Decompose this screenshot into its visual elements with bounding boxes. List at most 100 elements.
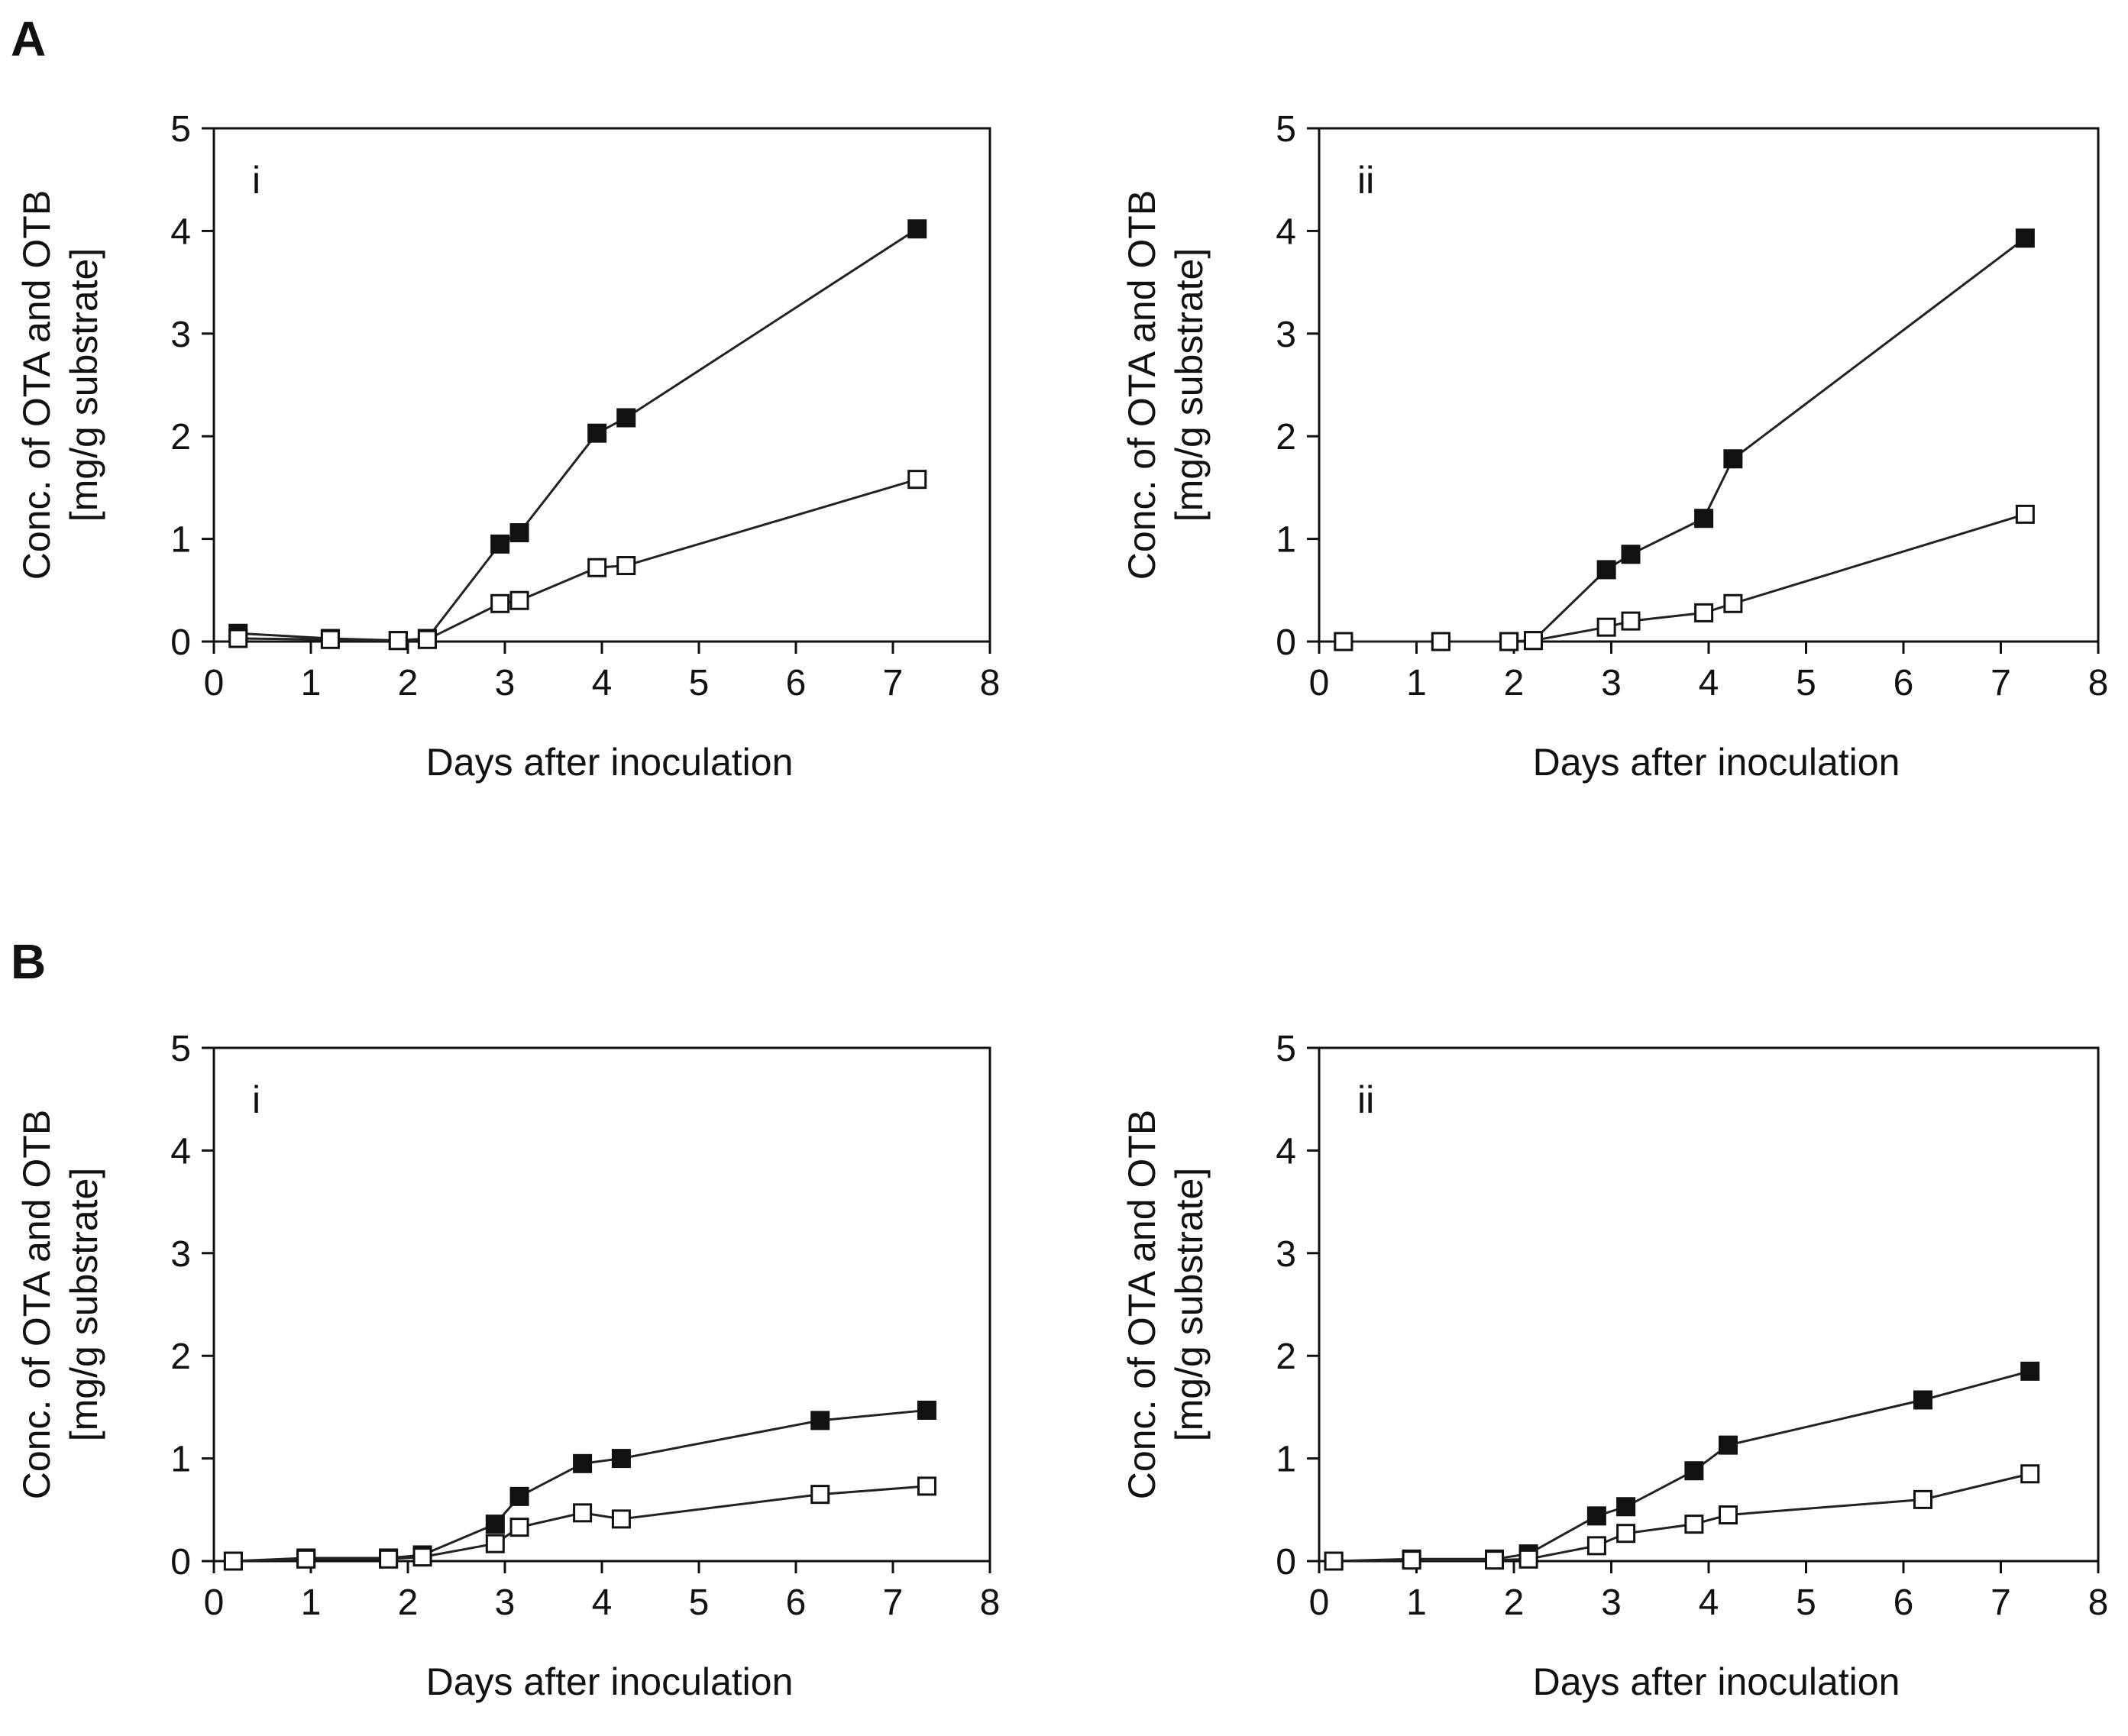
data-point-filled xyxy=(2020,1361,2040,1381)
data-point-open xyxy=(228,629,248,648)
data-point-open xyxy=(616,556,636,576)
data-point-open xyxy=(296,1549,316,1569)
subplot-tag: i xyxy=(252,159,260,202)
y-tick-label: 2 xyxy=(170,1337,191,1377)
data-point-open xyxy=(810,1485,830,1505)
x-tick-label: 2 xyxy=(398,663,419,703)
data-point-open xyxy=(611,1509,631,1529)
panel-label-a: A xyxy=(11,11,47,66)
y-tick-label: 3 xyxy=(170,1234,191,1275)
y-axis-title-line-1: Conc. of OTA and OTB xyxy=(15,190,58,580)
series-line-open xyxy=(233,1485,927,1563)
data-point-filled xyxy=(1616,1497,1636,1517)
data-point-filled xyxy=(490,534,510,554)
y-axis-title-line-2: [mg/g substrate] xyxy=(1168,248,1211,522)
data-point-filled xyxy=(1621,545,1641,564)
y-tick-label: 0 xyxy=(1276,1542,1296,1582)
x-tick-label: 1 xyxy=(1406,663,1427,703)
y-tick-label: 5 xyxy=(1276,109,1296,150)
x-axis-title: Days after inoculation xyxy=(1533,1660,1900,1703)
x-tick-label: 6 xyxy=(1894,1582,1914,1623)
chart-a-ii: 0 1 2 3 4 5 6 7 8 0 1 2 3 4 5 ii Days after inoculation C… xyxy=(1121,109,2108,784)
y-tick-label: 5 xyxy=(170,109,191,150)
y-tick-label: 5 xyxy=(1276,1029,1296,1069)
x-tick-label: 7 xyxy=(1991,1582,2011,1623)
data-point-filled xyxy=(907,219,927,239)
data-point-open xyxy=(1719,1505,1738,1525)
data-point-filled xyxy=(810,1411,830,1431)
x-tick-label: 4 xyxy=(1699,663,1719,703)
y-tick-label: 4 xyxy=(170,212,191,252)
x-tick-label: 3 xyxy=(1601,1582,1622,1623)
data-point-filled xyxy=(1596,560,1616,580)
x-tick-label: 7 xyxy=(883,1582,904,1623)
plot-frame xyxy=(212,1046,991,1563)
x-tick-label: 2 xyxy=(1504,1582,1525,1623)
chart-b-i: 0 1 2 3 4 5 6 7 8 0 1 2 3 4 5 i Days after inoculation Co… xyxy=(15,1029,1000,1703)
y-tick-label: 3 xyxy=(1276,1234,1296,1275)
x-axis-title: Days after inoculation xyxy=(426,741,794,784)
x-tick-label: 0 xyxy=(204,1582,225,1623)
y-tick-label: 4 xyxy=(1276,212,1296,252)
data-point-filled xyxy=(573,1453,593,1473)
y-axis-title-line-1: Conc. of OTA and OTB xyxy=(1121,1110,1163,1499)
plot-frame xyxy=(1318,127,2100,643)
data-point-open xyxy=(379,1549,399,1569)
x-tick-label: 3 xyxy=(495,663,516,703)
x-tick-label: 3 xyxy=(495,1582,516,1623)
x-tick-label: 2 xyxy=(1504,663,1525,703)
x-tick-label: 4 xyxy=(592,663,613,703)
data-point-open xyxy=(1913,1489,1932,1509)
x-tick-label: 8 xyxy=(2088,663,2109,703)
x-tick-label: 6 xyxy=(1894,663,1914,703)
data-point-open xyxy=(1431,632,1450,651)
data-point-open xyxy=(1518,1549,1538,1569)
data-point-open xyxy=(1324,1551,1344,1571)
y-tick-label: 4 xyxy=(170,1131,191,1172)
x-tick-label: 0 xyxy=(1309,663,1330,703)
y-tick-label: 5 xyxy=(170,1029,191,1069)
data-point-open xyxy=(573,1503,593,1523)
data-point-open xyxy=(907,470,927,490)
x-tick-label: 5 xyxy=(689,663,710,703)
x-axis-title: Days after inoculation xyxy=(1533,741,1900,784)
y-tick-label: 2 xyxy=(1276,1337,1296,1377)
y-axis-title-line-2: [mg/g substrate] xyxy=(1168,1168,1211,1442)
x-tick-label: 1 xyxy=(301,663,322,703)
data-point-open xyxy=(1524,631,1543,651)
data-point-filled xyxy=(1694,509,1714,529)
data-point-open xyxy=(1586,1536,1606,1556)
data-point-open xyxy=(1596,617,1616,637)
series-line-filled xyxy=(1343,237,2026,643)
y-axis-title-line-1: Conc. of OTA and OTB xyxy=(1121,190,1163,580)
data-point-open xyxy=(320,629,340,649)
data-point-filled xyxy=(1719,1435,1738,1455)
data-point-open xyxy=(1694,603,1714,622)
data-point-filled xyxy=(1586,1506,1606,1526)
y-axis-title-line-2: [mg/g substrate] xyxy=(63,248,105,522)
x-tick-label: 4 xyxy=(592,1582,613,1623)
x-tick-label: 5 xyxy=(689,1582,710,1623)
data-point-open xyxy=(509,1518,529,1537)
y-tick-label: 0 xyxy=(170,622,191,663)
data-point-open xyxy=(388,631,408,651)
data-point-filled xyxy=(611,1449,631,1469)
data-point-filled xyxy=(509,523,529,543)
data-point-open xyxy=(2020,1464,2040,1484)
data-point-open xyxy=(1621,611,1641,631)
data-point-open xyxy=(1485,1550,1504,1570)
y-axis-title-line-1: Conc. of OTA and OTB xyxy=(15,1110,58,1499)
data-point-open xyxy=(917,1476,936,1496)
subplot-tag: i xyxy=(252,1078,260,1121)
data-point-open xyxy=(490,593,510,613)
x-tick-label: 4 xyxy=(1699,1582,1719,1623)
y-tick-label: 0 xyxy=(170,1542,191,1582)
data-point-open xyxy=(223,1551,243,1571)
data-point-filled xyxy=(485,1515,505,1534)
series-line-open xyxy=(1343,512,2026,643)
y-tick-label: 2 xyxy=(170,417,191,457)
x-tick-label: 2 xyxy=(398,1582,419,1623)
data-point-open xyxy=(485,1534,505,1553)
data-point-open xyxy=(417,629,437,649)
